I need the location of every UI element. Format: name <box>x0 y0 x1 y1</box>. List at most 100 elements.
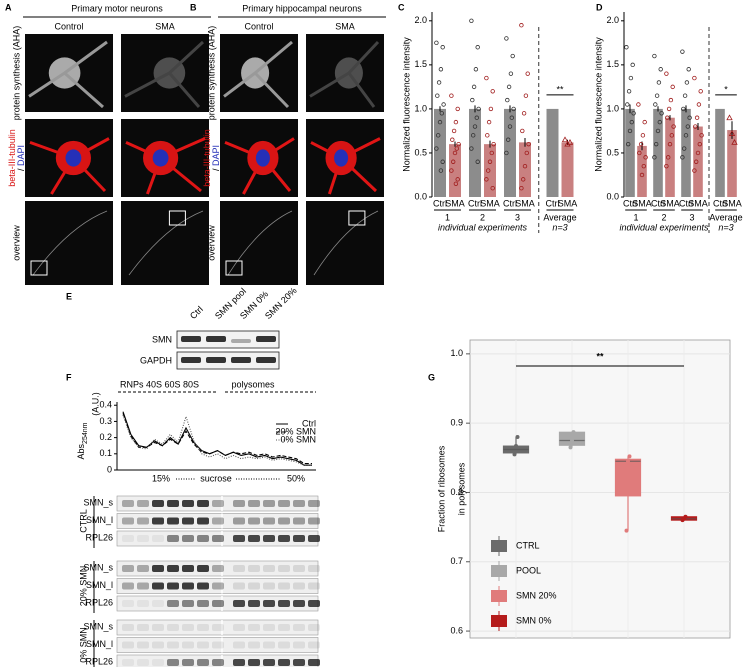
legend-label: 20% SMN <box>275 426 316 436</box>
micrograph <box>121 201 209 285</box>
data-point <box>666 106 672 112</box>
data-point <box>434 40 439 46</box>
data-point <box>455 106 460 112</box>
data-point <box>484 75 489 81</box>
blot-band <box>152 624 164 631</box>
blot-band <box>212 600 224 607</box>
blot-band <box>293 600 305 607</box>
x-tick-label: Ctrl <box>546 198 560 208</box>
x-label: 15% <box>152 473 170 483</box>
blot-band <box>122 624 134 631</box>
blot-group-label: CTRL <box>78 509 88 533</box>
bar <box>681 108 691 197</box>
data-point <box>681 106 686 112</box>
data-point <box>486 168 491 173</box>
bar <box>653 108 663 197</box>
data-point <box>475 159 480 164</box>
blot-band <box>182 500 194 507</box>
blot-band <box>233 641 245 649</box>
data-point <box>475 45 480 50</box>
blot-band <box>167 624 179 631</box>
y-tick-label: 2.0 <box>414 15 427 25</box>
data-point <box>671 124 676 129</box>
group-label: 3 <box>515 212 520 222</box>
blot-band <box>308 600 320 607</box>
data-point <box>696 102 702 107</box>
bar <box>715 108 725 197</box>
panel-label: E <box>66 291 72 301</box>
blot-band <box>182 600 194 607</box>
data-point <box>526 141 531 147</box>
legend-swatch <box>491 615 507 627</box>
blot-strip <box>116 495 319 512</box>
blot-band <box>152 500 164 507</box>
blot-band <box>197 517 209 525</box>
data-point <box>453 181 459 186</box>
blot-band <box>152 582 164 590</box>
y-tick-label: 1.0 <box>414 103 427 113</box>
data-point <box>512 452 517 457</box>
legend-label: CTRL <box>516 540 540 550</box>
data-point <box>524 150 529 156</box>
blot-band <box>233 600 245 607</box>
blot-band <box>233 500 245 507</box>
blot-band <box>233 565 245 572</box>
data-point <box>659 111 664 116</box>
y-axis-label: Abs254nm <box>76 422 88 459</box>
data-point <box>436 133 441 138</box>
group-label: Average <box>543 212 576 222</box>
row-label: overview <box>11 225 21 261</box>
data-point <box>692 168 697 173</box>
blot-band <box>263 500 275 507</box>
data-point <box>680 49 685 54</box>
data-point <box>490 185 495 191</box>
blot-band <box>248 535 260 542</box>
average-point <box>564 140 571 147</box>
neurite <box>125 137 206 195</box>
group-caption: individual experiments <box>619 222 709 232</box>
blot-band <box>167 535 179 542</box>
y-axis-label: Normalized fluorescence intensity <box>593 37 603 172</box>
data-point <box>504 150 509 156</box>
blot-band <box>212 517 224 525</box>
y-tick-label: 1.5 <box>414 59 427 69</box>
y-tick-label: 1.0 <box>450 348 463 358</box>
data-point <box>440 159 445 164</box>
blot-group-label: 0% SMN <box>78 627 88 663</box>
blot-band <box>197 624 209 631</box>
blot-band <box>233 582 245 590</box>
bar <box>561 142 574 197</box>
x-label: 50% <box>287 473 305 483</box>
absorbance-line <box>122 413 312 465</box>
data-point <box>521 177 526 182</box>
legend-label: POOL <box>516 565 541 575</box>
blot-band <box>181 336 201 342</box>
blot-band <box>293 659 305 666</box>
x-tick-label: SMA <box>515 198 535 208</box>
inset-box <box>30 260 48 276</box>
blot-band <box>167 659 179 666</box>
blot-band <box>182 535 194 542</box>
data-point <box>488 106 494 112</box>
blot-band <box>248 659 260 666</box>
data-point <box>519 23 524 28</box>
row-label: protein synthesis (AHA) <box>206 26 216 121</box>
data-point <box>451 159 456 164</box>
data-point <box>437 119 443 125</box>
blot-strip <box>176 351 280 370</box>
row-label: overview <box>206 225 216 261</box>
blot-band <box>137 517 149 525</box>
data-point <box>522 163 528 169</box>
blot-band <box>233 659 245 666</box>
data-point <box>692 75 697 81</box>
data-point <box>449 93 454 98</box>
blot-group-label: 20% SMN <box>78 566 88 607</box>
panel-title: Primary motor neurons <box>71 3 163 13</box>
blot-band <box>206 357 226 363</box>
y-tick-label: 0.5 <box>606 147 619 157</box>
stain-dapi: DAPI <box>211 145 221 166</box>
blot-band <box>182 659 194 666</box>
blot-band <box>182 624 194 631</box>
blot-band <box>122 659 134 666</box>
data-point <box>665 115 670 120</box>
